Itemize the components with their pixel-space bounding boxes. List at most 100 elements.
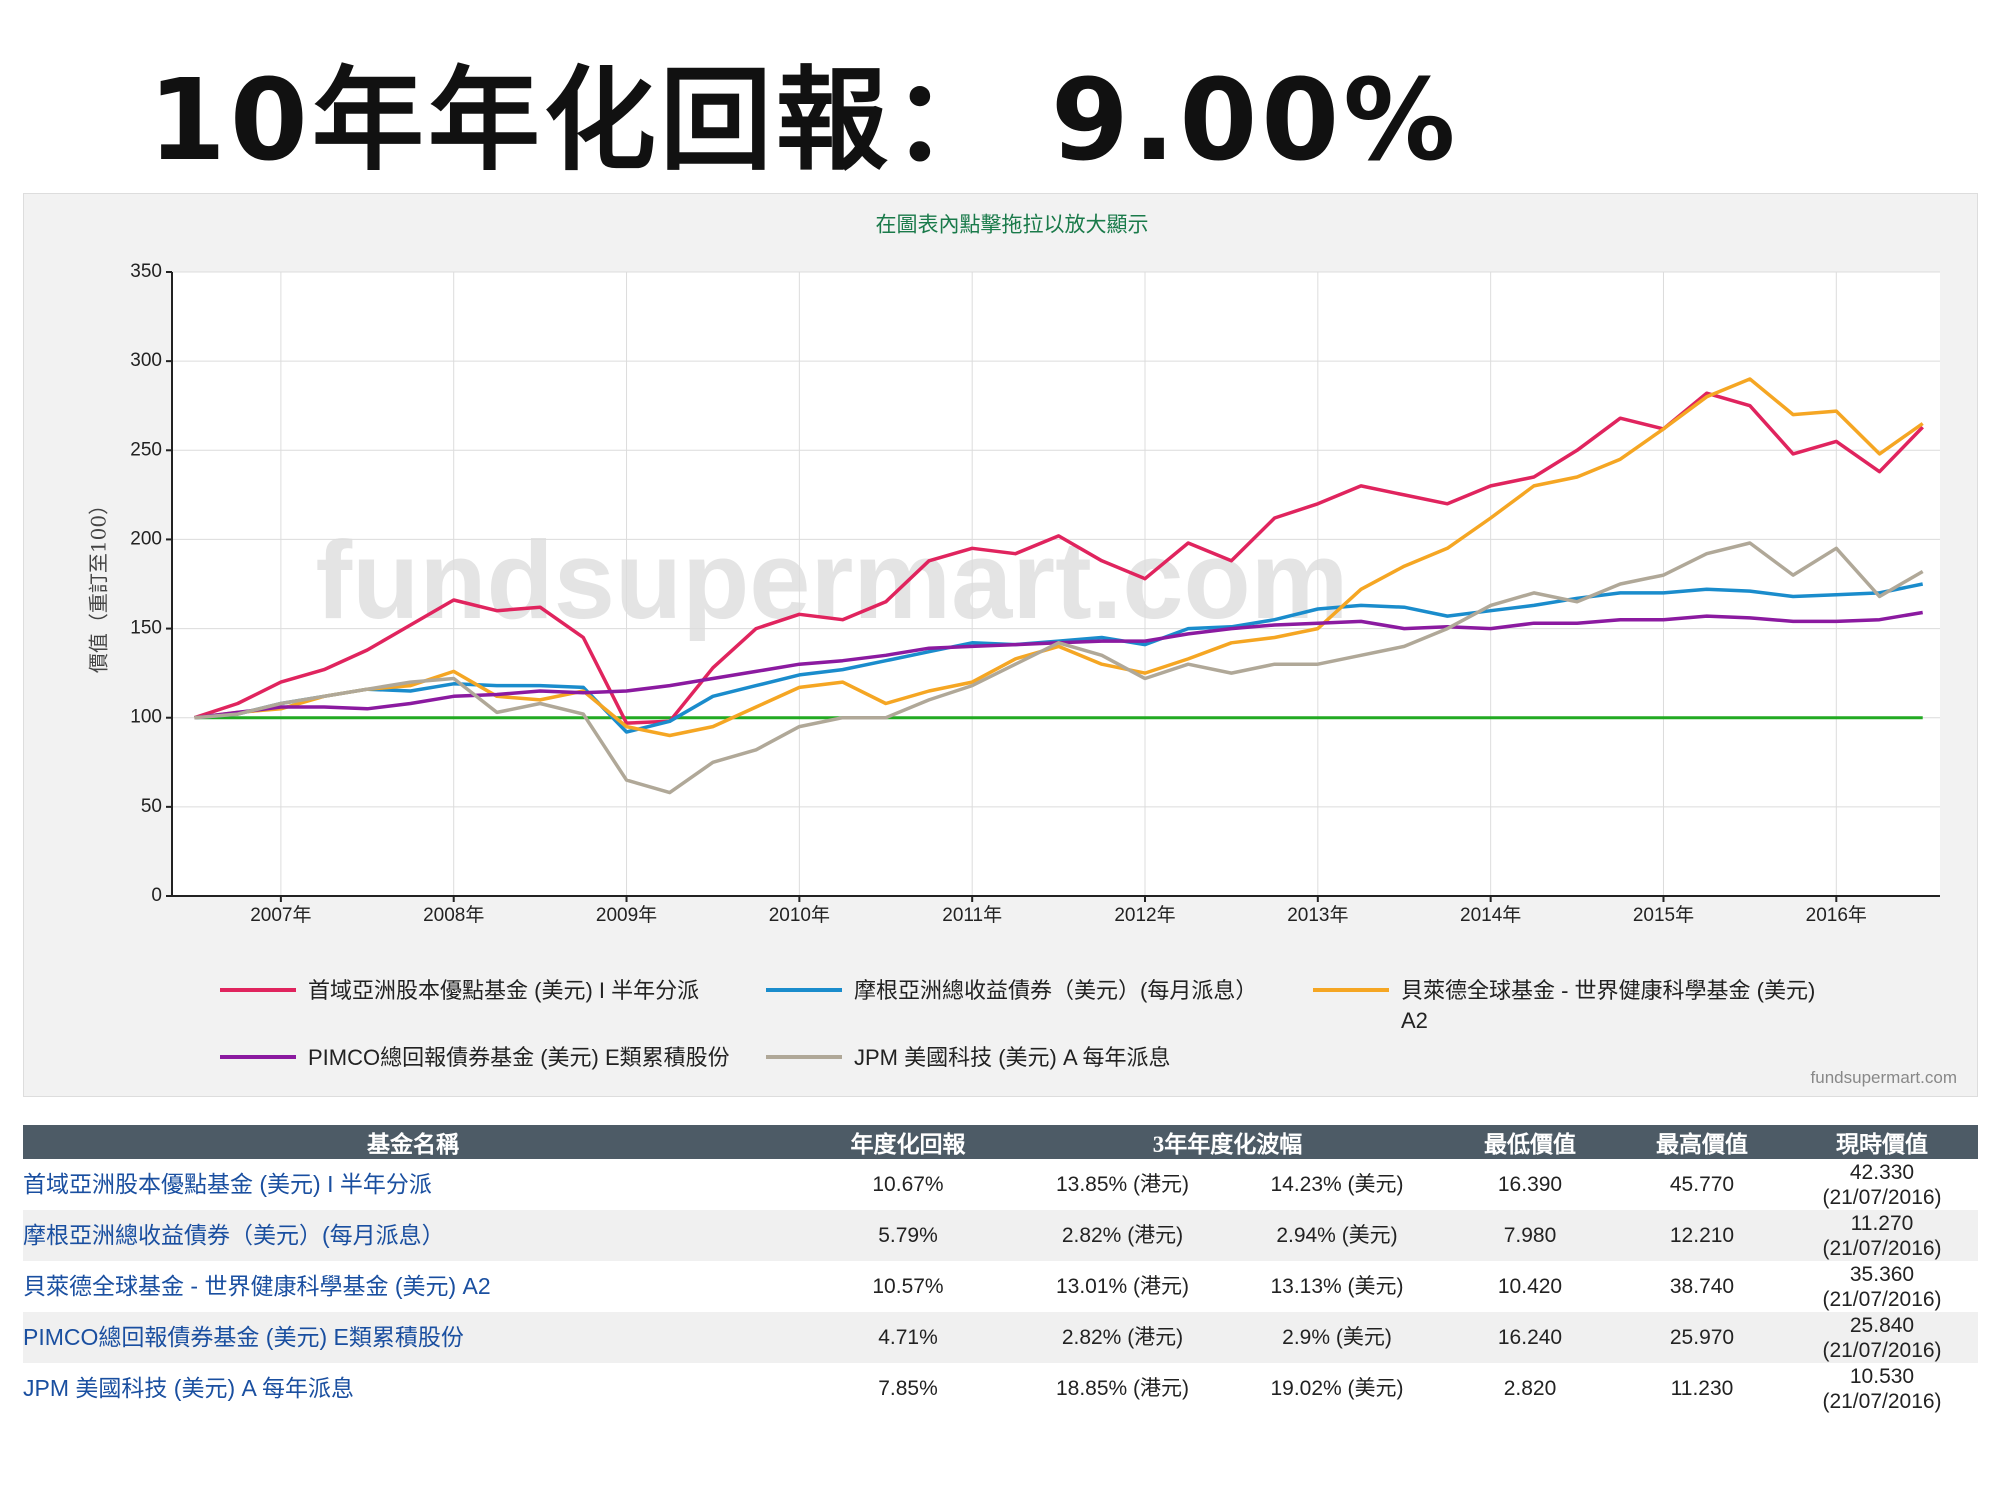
fund-table: 基金名稱 年度化回報 3年年度化波幅 最低價值 最高價值 現時價值 首域亞洲股本優點基金 …	[23, 1125, 1978, 1414]
fund-name: JPM 美國科技 (美元) A 每年派息	[23, 1375, 354, 1401]
table-body: 首域亞洲股本優點基金 (美元) I 半年分派 10.67% 13.85% (港元) 1…	[23, 1159, 1978, 1414]
chart-subtitle: 在圖表內點擊拖拉以放大顯示	[876, 213, 1149, 237]
series-line	[194, 541, 1924, 795]
y-tick-label: 100	[130, 707, 162, 728]
value-date: (21/07/2016)	[1822, 1338, 1942, 1362]
legend-label: 摩根亞洲總收益債券（美元）(每月派息）	[854, 978, 1258, 1003]
fund-name: 首域亞洲股本優點基金 (美元) I 半年分派	[23, 1171, 432, 1197]
y-tick-label: 250	[130, 439, 162, 460]
table-cell: 12.210	[1618, 1210, 1786, 1261]
x-tick-label: 2008年	[423, 904, 484, 926]
x-tick-label: 2016年	[1806, 904, 1867, 926]
legend-item: PIMCO總回報債券基金 (美元) E類累積股份	[220, 1043, 730, 1073]
current-value: 42.330	[1849, 1160, 1915, 1184]
table-cell: 45.770	[1669, 1173, 1735, 1196]
value-date: (21/07/2016)	[1822, 1185, 1942, 1209]
header-cell: 現時價值	[1786, 1125, 1978, 1159]
y-tick-label: 150	[130, 618, 162, 639]
legend-item: 貝萊德全球基金 - 世界健康科學基金 (美元) A2	[1313, 976, 1841, 1036]
fund-name: 貝萊德全球基金 - 世界健康科學基金 (美元) A2	[23, 1273, 491, 1299]
header-cell: 3年年度化波幅	[1013, 1125, 1442, 1159]
series-line	[194, 377, 1924, 738]
legend-swatch	[766, 1055, 842, 1059]
value-date: (21/07/2016)	[1822, 1389, 1942, 1413]
legend-item: 摩根亞洲總收益債券（美元）(每月派息）	[766, 976, 1257, 1006]
legend-swatch	[220, 1055, 296, 1059]
chart-panel: 在圖表內點擊拖拉以放大顯示 fundsupermart.com 價值（重訂至10…	[23, 193, 1978, 1097]
table-row: 貝萊德全球基金 - 世界健康科學基金 (美元) A2 10.57% 13.01% (…	[23, 1261, 1978, 1312]
table-cell: 25.970	[1618, 1312, 1786, 1363]
header-cell: 最高價值	[1618, 1125, 1786, 1159]
table-cell: 16.390	[1497, 1173, 1563, 1196]
y-tick-label: 300	[130, 350, 162, 371]
x-tick-label: 2010年	[769, 904, 830, 926]
current-value: 35.360	[1849, 1262, 1915, 1286]
current-value: 11.270	[1850, 1211, 1914, 1235]
table-cell: 38.740	[1669, 1275, 1735, 1298]
table-cell: 7.980	[1442, 1210, 1618, 1261]
table-cell: 7.85%	[878, 1377, 938, 1400]
plot-area	[172, 272, 1940, 896]
current-value-cell: 35.360 (21/07/2016)	[1786, 1261, 1978, 1312]
value-date: (21/07/2016)	[1822, 1236, 1942, 1260]
watermark: fundsupermart.com	[316, 519, 1349, 642]
table-row: 首域亞洲股本優點基金 (美元) I 半年分派 10.67% 13.85% (港元) 1…	[23, 1159, 1978, 1210]
current-value-cell: 42.330 (21/07/2016)	[1786, 1159, 1978, 1210]
y-axis-label: 價值（重訂至100）	[87, 495, 111, 673]
table-cell: 2.820	[1503, 1377, 1557, 1400]
x-tick-label: 2013年	[1287, 904, 1348, 926]
chart: 在圖表內點擊拖拉以放大顯示 fundsupermart.com 價值（重訂至10…	[87, 213, 1940, 926]
series-line	[193, 391, 1924, 725]
current-value-cell: 10.530 (21/07/2016)	[1786, 1363, 1978, 1414]
table-cell: 16.240	[1442, 1312, 1618, 1363]
table-cell: 13.85% (港元)	[1055, 1173, 1190, 1196]
table-row: JPM 美國科技 (美元) A 每年派息 7.85% 18.85% (港元) 19.0…	[23, 1363, 1978, 1414]
legend-label: JPM 美國科技 (美元) A 每年派息	[854, 1045, 1171, 1070]
table-cell: 14.23% (美元)	[1270, 1173, 1404, 1196]
current-value-cell: 25.840 (21/07/2016)	[1786, 1312, 1978, 1363]
table-header: 基金名稱 年度化回報 3年年度化波幅 最低價值 最高價值 現時價值	[23, 1125, 1978, 1159]
table-cell: 2.9% (美元)	[1232, 1312, 1442, 1363]
y-tick-label: 200	[130, 528, 162, 549]
y-tick-label: 50	[141, 796, 162, 817]
table-cell: 19.02% (美元)	[1270, 1377, 1404, 1400]
table-cell: 10.67%	[872, 1173, 944, 1196]
legend-swatch	[1313, 988, 1389, 992]
legend-swatch	[220, 988, 296, 992]
table-cell: 10.57%	[872, 1275, 944, 1298]
legend-swatch	[766, 988, 842, 992]
current-value: 25.840	[1849, 1313, 1915, 1337]
x-tick-label: 2007年	[250, 904, 311, 926]
table-cell: 11.230	[1670, 1377, 1734, 1400]
table-row: PIMCO總回報債券基金 (美元) E類累積股份 4.71% 2.82% (港元) 2…	[23, 1312, 1978, 1363]
table-cell: 5.79%	[803, 1210, 1013, 1261]
header-cell: 基金名稱	[23, 1125, 803, 1159]
page-title: 10年年化回報： 9.00%	[148, 56, 1460, 186]
table-cell: 18.85% (港元)	[1055, 1377, 1190, 1400]
fund-name: 摩根亞洲總收益債券（美元）(每月派息）	[23, 1210, 803, 1261]
x-tick-label: 2011年	[942, 904, 1002, 926]
legend-item: JPM 美國科技 (美元) A 每年派息	[766, 1043, 1171, 1073]
table-row: 摩根亞洲總收益債券（美元）(每月派息） 5.79% 2.82% (港元) 2.94% …	[23, 1210, 1978, 1261]
legend-label: 首域亞洲股本優點基金 (美元) I 半年分派	[308, 978, 700, 1003]
table-cell: 2.82% (港元)	[1013, 1312, 1232, 1363]
table-cell: 10.420	[1497, 1275, 1563, 1298]
table-cell: 13.13% (美元)	[1270, 1275, 1404, 1298]
legend-item: 首域亞洲股本優點基金 (美元) I 半年分派	[220, 976, 699, 1006]
value-date: (21/07/2016)	[1822, 1287, 1942, 1311]
table-cell: 2.82% (港元)	[1013, 1210, 1232, 1261]
x-tick-label: 2015年	[1633, 904, 1694, 926]
fund-name: PIMCO總回報債券基金 (美元) E類累積股份	[23, 1312, 803, 1363]
header-cell: 年度化回報	[803, 1125, 1013, 1159]
y-tick-label: 0	[151, 885, 162, 906]
current-value-cell: 11.270 (21/07/2016)	[1786, 1210, 1978, 1261]
x-tick-label: 2014年	[1460, 904, 1521, 926]
current-value: 10.530	[1849, 1364, 1915, 1388]
x-tick-label: 2012年	[1114, 904, 1175, 926]
x-tick-label: 2009年	[596, 904, 657, 926]
header-cell: 最低價值	[1442, 1125, 1618, 1159]
table-cell: 2.94% (美元)	[1232, 1210, 1442, 1261]
credit: fundsupermart.com	[1810, 1068, 1957, 1087]
legend-label: PIMCO總回報債券基金 (美元) E類累積股份	[308, 1045, 730, 1070]
